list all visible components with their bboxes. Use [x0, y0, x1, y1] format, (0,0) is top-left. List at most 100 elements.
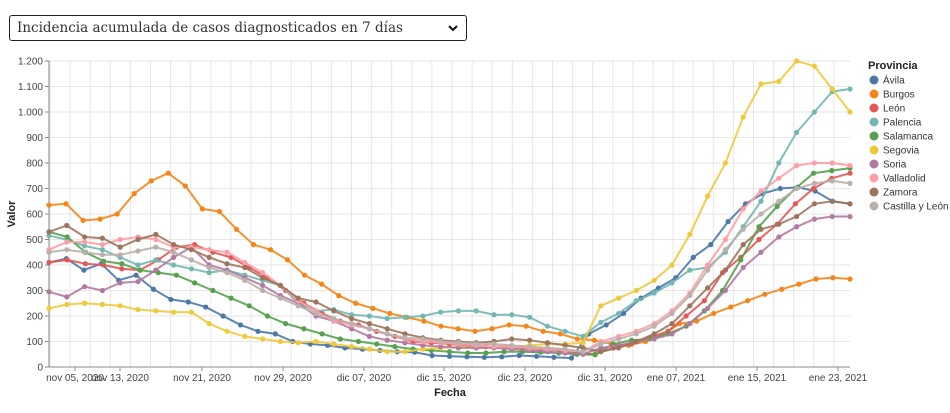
data-point[interactable] [188, 266, 194, 272]
data-point[interactable] [722, 160, 729, 166]
data-point[interactable] [794, 129, 800, 135]
data-point[interactable] [544, 345, 551, 351]
legend-item[interactable]: Ávila [869, 74, 906, 87]
data-point[interactable] [455, 345, 461, 351]
data-point[interactable] [756, 236, 762, 243]
data-point[interactable] [199, 206, 205, 212]
data-point[interactable] [651, 331, 657, 337]
data-point[interactable] [119, 266, 125, 272]
data-point[interactable] [384, 349, 390, 355]
data-point[interactable] [740, 242, 746, 248]
data-point[interactable] [284, 257, 291, 263]
data-point[interactable] [455, 308, 461, 314]
data-point[interactable] [246, 303, 252, 309]
data-point[interactable] [64, 239, 70, 245]
data-point[interactable] [99, 247, 105, 253]
data-point[interactable] [224, 261, 230, 267]
data-point[interactable] [472, 328, 478, 334]
data-point[interactable] [598, 303, 604, 309]
data-point[interactable] [708, 242, 714, 248]
data-point[interactable] [277, 282, 283, 288]
data-point[interactable] [651, 336, 657, 342]
data-point[interactable] [206, 247, 212, 253]
data-point[interactable] [847, 170, 853, 176]
data-point[interactable] [562, 342, 568, 348]
data-point[interactable] [722, 287, 729, 294]
data-point[interactable] [260, 336, 266, 342]
data-point[interactable] [63, 201, 69, 207]
data-point[interactable] [580, 340, 586, 346]
data-point[interactable] [633, 298, 640, 304]
data-point[interactable] [501, 349, 507, 355]
data-point[interactable] [420, 342, 426, 348]
data-point[interactable] [349, 321, 355, 327]
data-point[interactable] [355, 338, 362, 345]
data-point[interactable] [616, 295, 622, 301]
data-point[interactable] [544, 323, 551, 329]
data-point[interactable] [446, 349, 453, 355]
data-point[interactable] [811, 180, 818, 186]
data-point[interactable] [82, 284, 88, 290]
data-point[interactable] [319, 281, 325, 287]
data-point[interactable] [117, 303, 123, 309]
data-point[interactable] [370, 305, 376, 311]
data-point[interactable] [168, 296, 174, 303]
data-point[interactable] [776, 198, 782, 204]
data-point[interactable] [568, 355, 574, 361]
data-point[interactable] [705, 305, 711, 311]
data-point[interactable] [242, 333, 248, 339]
data-point[interactable] [336, 293, 342, 299]
data-point[interactable] [153, 244, 159, 250]
data-point[interactable] [64, 301, 70, 308]
data-point[interactable] [711, 310, 717, 317]
data-point[interactable] [705, 285, 711, 291]
data-point[interactable] [669, 321, 675, 327]
data-point[interactable] [46, 233, 52, 239]
data-point[interactable] [295, 340, 301, 346]
data-point[interactable] [774, 203, 780, 209]
data-point[interactable] [740, 206, 746, 212]
data-point[interactable] [46, 202, 52, 208]
data-point[interactable] [272, 331, 278, 337]
data-point[interactable] [349, 312, 355, 318]
data-point[interactable] [366, 313, 372, 319]
legend-item[interactable]: Zamora [869, 187, 918, 199]
data-point[interactable] [829, 213, 835, 220]
data-point[interactable] [811, 109, 818, 115]
data-point[interactable] [224, 249, 230, 255]
data-point[interactable] [669, 262, 675, 268]
data-point[interactable] [830, 275, 836, 281]
data-point[interactable] [758, 249, 764, 255]
data-point[interactable] [811, 201, 818, 207]
data-point[interactable] [429, 352, 435, 359]
data-point[interactable] [455, 340, 461, 346]
data-point[interactable] [758, 198, 764, 204]
data-point[interactable] [99, 235, 105, 241]
data-point[interactable] [97, 216, 103, 222]
data-point[interactable] [402, 314, 408, 320]
data-point[interactable] [580, 333, 586, 339]
data-point[interactable] [228, 295, 234, 301]
data-point[interactable] [64, 294, 70, 300]
data-point[interactable] [402, 349, 408, 355]
data-point[interactable] [101, 258, 107, 264]
data-point[interactable] [242, 259, 248, 266]
data-point[interactable] [438, 344, 444, 350]
data-point[interactable] [829, 198, 835, 204]
data-point[interactable] [847, 213, 853, 220]
data-point[interactable] [301, 326, 307, 332]
data-point[interactable] [489, 326, 495, 332]
data-point[interactable] [242, 264, 248, 271]
data-point[interactable] [776, 221, 782, 227]
data-point[interactable] [133, 272, 139, 278]
data-point[interactable] [776, 234, 782, 240]
data-point[interactable] [687, 267, 693, 273]
data-point[interactable] [420, 336, 426, 342]
data-point[interactable] [438, 323, 444, 329]
data-point[interactable] [224, 270, 230, 276]
data-point[interactable] [277, 295, 283, 301]
data-point[interactable] [384, 337, 390, 343]
data-point[interactable] [603, 322, 609, 328]
data-point[interactable] [491, 312, 497, 318]
data-point[interactable] [260, 275, 266, 281]
